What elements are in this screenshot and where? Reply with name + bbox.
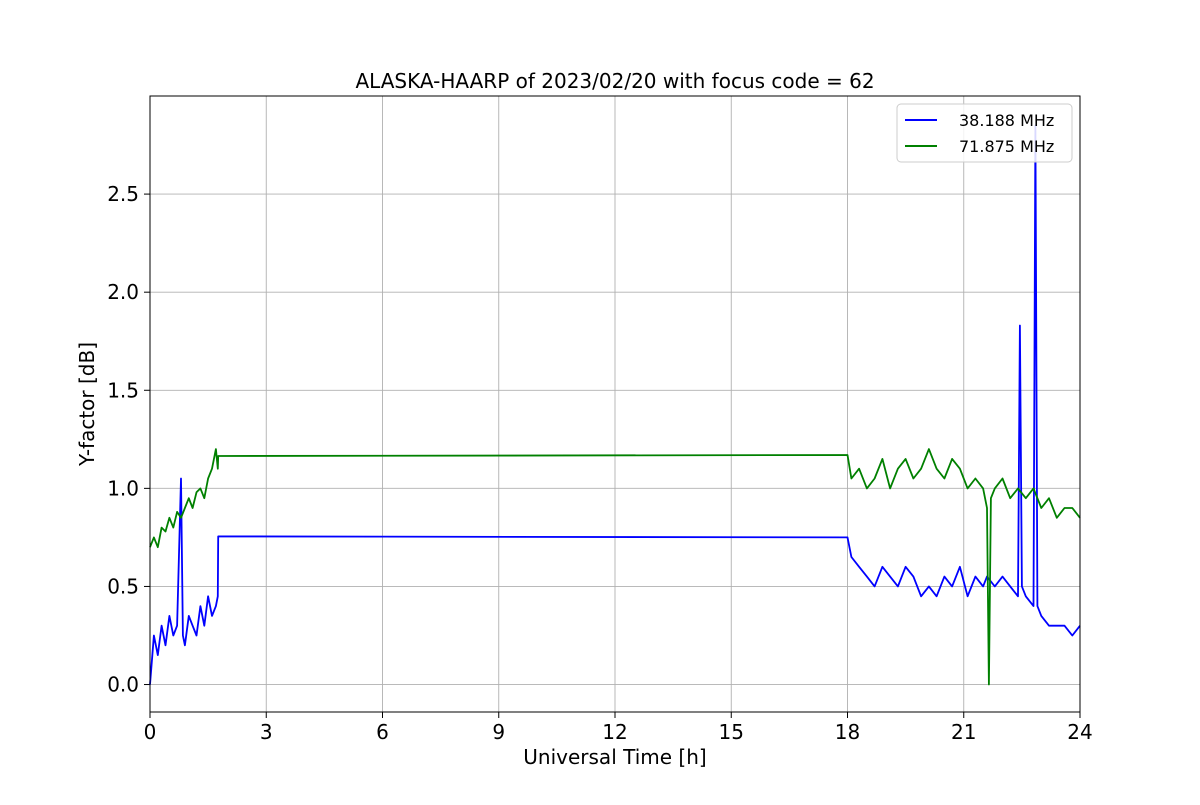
legend: 38.188 MHz 71.875 MHz (896, 103, 1073, 163)
x-tick-label: 24 (1067, 720, 1092, 744)
x-tick-label: 9 (492, 720, 505, 744)
ticks: 0 3 6 9 12 15 18 21 24 0.0 0.5 1.0 1.5 2.0 2.5 (107, 182, 1093, 744)
x-tick-label: 15 (719, 720, 744, 744)
series-line-0 (149, 124, 1081, 685)
x-tick-label: 12 (602, 720, 627, 744)
legend-label-0: 38.188 MHz (959, 111, 1054, 130)
y-tick-label: 1.5 (107, 378, 139, 402)
series-lines (149, 124, 1081, 686)
y-tick-label: 2.5 (107, 182, 139, 206)
x-tick-label: 18 (835, 720, 860, 744)
y-tick-label: 0.5 (107, 574, 139, 598)
y-axis-label: Y-factor [dB] (75, 342, 99, 467)
chart-title: ALASKA-HAARP of 2023/02/20 with focus co… (355, 69, 874, 93)
y-tick-label: 0.0 (107, 673, 139, 697)
legend-label-1: 71.875 MHz (959, 137, 1054, 156)
x-axis-label: Universal Time [h] (523, 745, 706, 769)
series-line-1 (149, 448, 1081, 686)
plot-frame (149, 95, 1081, 713)
x-tick-label: 3 (260, 720, 273, 744)
x-tick-label: 0 (144, 720, 157, 744)
legend-box (896, 103, 1073, 163)
y-tick-label: 2.0 (107, 280, 139, 304)
y-tick-label: 1.0 (107, 476, 139, 500)
x-tick-label: 21 (951, 720, 976, 744)
x-tick-label: 6 (376, 720, 389, 744)
